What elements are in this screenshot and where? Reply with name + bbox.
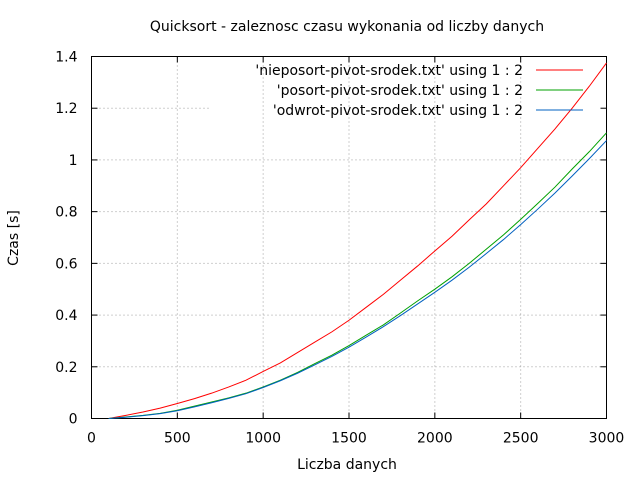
y-tick-label: 0	[69, 412, 78, 428]
y-tick-label: 1.2	[55, 101, 77, 117]
y-axis-label: Czas [s]	[6, 210, 22, 266]
y-tick-label: 0.2	[55, 360, 77, 376]
y-tick-label: 0.6	[55, 256, 77, 272]
x-axis-label: Liczba danych	[297, 457, 397, 473]
ticks: 0 500 1000 1500 2000 2500 3000 0 0.2 0.4 0.6 0.8 1 1.…	[55, 50, 624, 447]
x-tick-label: 2000	[417, 431, 453, 447]
x-tick-label: 1000	[245, 431, 281, 447]
x-tick-label: 0	[87, 431, 96, 447]
legend-label: 'odwrot-pivot-srodek.txt' using 1 : 2	[273, 103, 523, 119]
y-tick-label: 0.8	[55, 205, 77, 221]
series-line	[108, 140, 607, 419]
x-tick-label: 2500	[503, 431, 539, 447]
x-tick-label: 1500	[331, 431, 367, 447]
chart-title: Quicksort - zaleznosc czasu wykonania od…	[150, 19, 544, 35]
x-tick-label: 500	[164, 431, 191, 447]
grid	[91, 56, 607, 419]
series-line	[108, 132, 607, 419]
legend-label: 'nieposort-pivot-srodek.txt' using 1 : 2	[255, 63, 523, 79]
y-tick-label: 1.4	[55, 50, 77, 66]
series-group	[108, 62, 607, 419]
series-line	[108, 62, 607, 419]
x-tick-label: 3000	[589, 431, 625, 447]
y-tick-label: 1	[69, 153, 78, 169]
y-tick-label: 0.4	[55, 308, 77, 324]
legend-label: 'posort-pivot-srodek.txt' using 1 : 2	[277, 83, 523, 99]
legend: 'nieposort-pivot-srodek.txt' using 1 : 2…	[255, 63, 583, 119]
